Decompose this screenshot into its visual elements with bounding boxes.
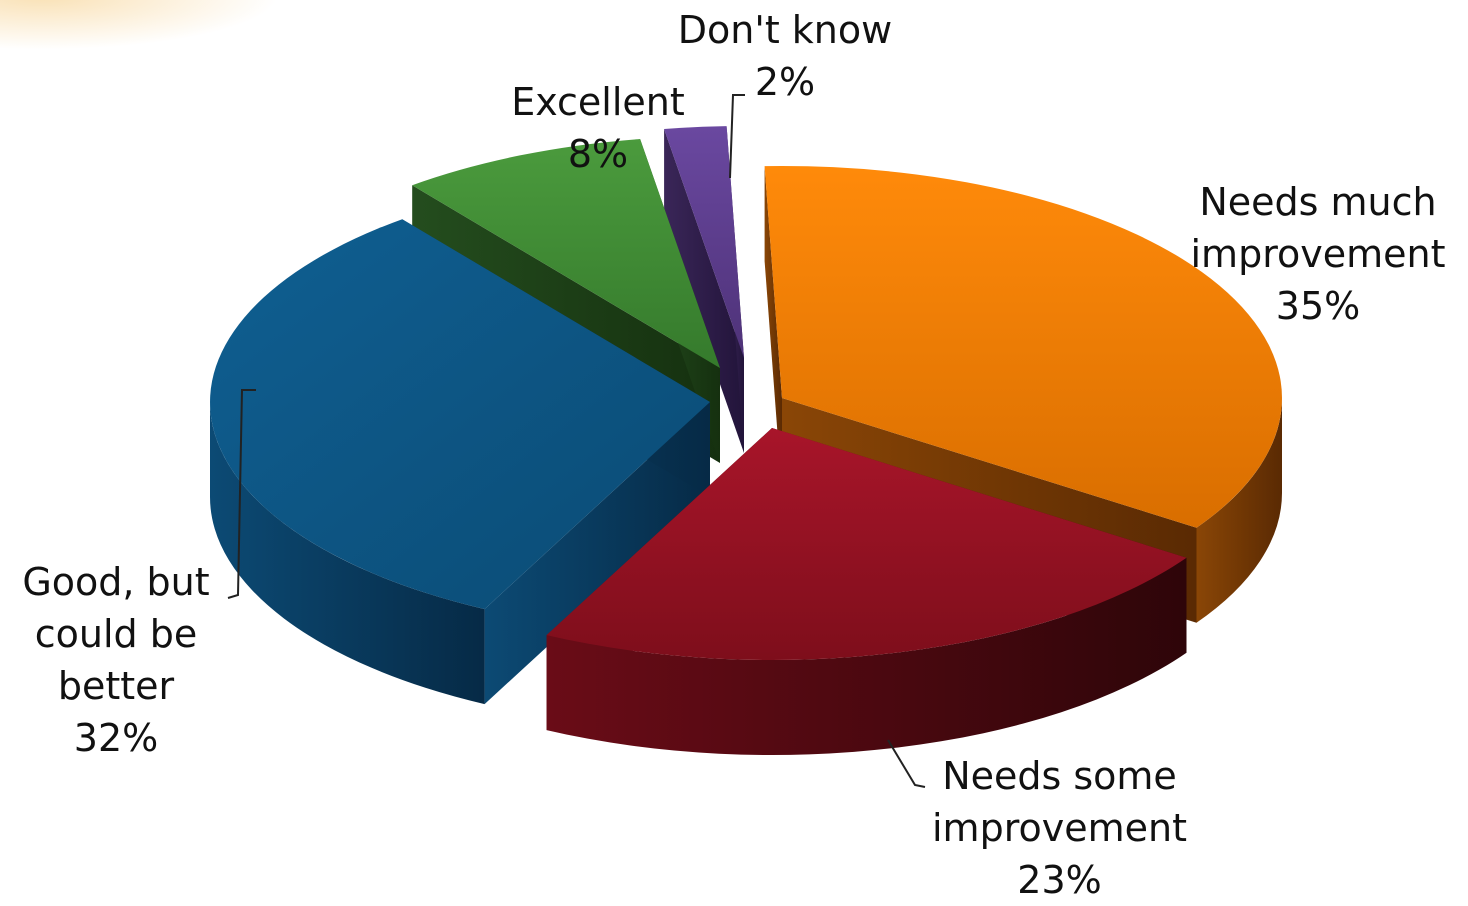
label-dont-know-value: 2% — [754, 60, 816, 104]
pie-slice-excellent-top — [412, 139, 720, 368]
leader-line-needs-some — [887, 739, 926, 788]
label-needs-much: Needs much improvement 35% — [1168, 176, 1468, 332]
label-good-value: 32% — [73, 716, 159, 760]
leader-line-good — [227, 389, 256, 599]
label-needs-some-value: 23% — [1017, 858, 1102, 902]
label-excellent-name: Excellent — [511, 80, 685, 124]
label-needs-some-line2: improvement — [932, 806, 1187, 850]
pie-slice-needs-some-rim-0 — [546, 557, 1187, 755]
pie-slice-good-top — [210, 219, 711, 610]
pie-slice-needs-some — [546, 428, 1187, 755]
background-glow — [0, 0, 280, 50]
pie-slice-dont-know-radial-side-0 — [664, 129, 744, 453]
label-needs-some: Needs some improvement 23% — [912, 750, 1207, 906]
label-good-line3: better — [57, 664, 175, 708]
pie-slice-good-radial-side-0 — [484, 402, 710, 705]
label-good-line2: could be — [34, 612, 198, 656]
label-excellent-value: 8% — [567, 132, 629, 176]
pie-slice-needs-much-top — [764, 165, 1282, 528]
leader-line-dont-know — [729, 94, 745, 179]
pie-slice-needs-much-rim-0 — [1196, 398, 1282, 623]
label-excellent: Excellent 8% — [488, 76, 708, 180]
pie-slice-dont-know — [664, 126, 744, 453]
pie-slice-good-rim-0 — [210, 402, 485, 705]
pie-slice-dont-know-top — [664, 126, 744, 358]
pie-slice-needs-much-radial-side-0 — [764, 166, 782, 493]
label-good-line1: Good, but — [22, 560, 210, 604]
pie-slice-good — [210, 219, 711, 705]
label-needs-much-line1: Needs much — [1199, 180, 1437, 224]
label-dont-know-name: Don't know — [677, 8, 893, 52]
label-dont-know: Don't know 2% — [650, 4, 920, 108]
label-needs-some-line1: Needs some — [942, 754, 1177, 798]
label-needs-much-line2: improvement — [1190, 232, 1446, 276]
pie-slice-needs-some-top — [546, 428, 1187, 660]
label-needs-much-value: 35% — [1275, 284, 1361, 328]
label-good: Good, but could be better 32% — [0, 556, 232, 764]
